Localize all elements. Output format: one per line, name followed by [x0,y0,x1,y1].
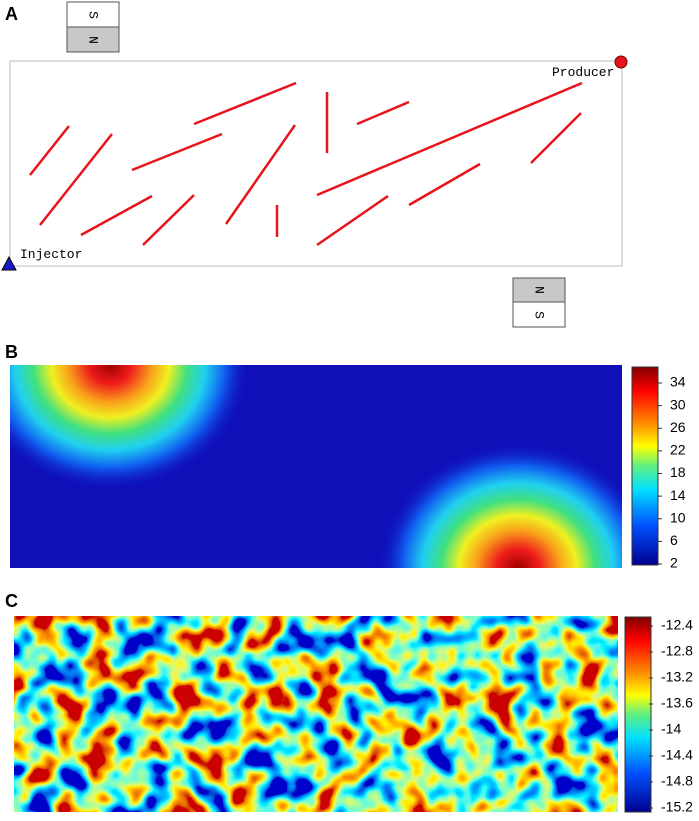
colorbar-label: 2 [670,555,678,571]
colorbar-label: -13.2 [661,669,693,685]
injector-well [1,255,17,271]
colorbar-label: 18 [670,464,686,480]
fractures [29,81,583,247]
colorbar-label: 22 [670,442,686,458]
colorbar-label: -12.8 [661,643,693,659]
colorbar-label: -14 [661,721,681,737]
colorbar [631,366,659,566]
injector-label: Injector [20,247,82,262]
colorbar-ticks: 34 30 26 22 18 14 10 6 2 [658,374,686,571]
magnet-pole [66,26,120,53]
magnet-text: S [86,11,101,19]
colorbar-label: 26 [670,419,686,435]
magnet-pole [66,1,120,28]
colorbar-label: 34 [670,374,686,390]
colorbar-label: -14.8 [661,773,693,789]
magnet-text: N [532,286,547,294]
magnet-text: N [86,36,101,44]
magnet-pole [512,277,566,303]
colorbar-ticks: -12.4 -12.8 -13.2 -13.6 -14 -14.4 -14.8 -15.2 [649,617,693,815]
colorbar-label: -15.2 [661,799,693,815]
producer-label: Producer [552,65,614,80]
reservoir [9,60,623,267]
colorbar-label: 6 [670,532,678,548]
producer-well [614,55,628,69]
colorbar-label: 10 [670,509,686,525]
panel-label: B [5,342,18,362]
heatmap [10,365,622,568]
magnet-pole [512,301,566,328]
panel-label: A [5,4,18,24]
magnet-text: S [532,311,547,319]
colorbar-label: 14 [670,487,686,503]
heatmap [14,616,618,812]
colorbar-label: -12.4 [661,617,693,633]
colorbar [624,616,652,813]
colorbar-label: -13.6 [661,695,693,711]
colorbar-label: 30 [670,396,686,412]
panel-label: C [5,591,18,611]
colorbar-label: -14.4 [661,747,693,763]
